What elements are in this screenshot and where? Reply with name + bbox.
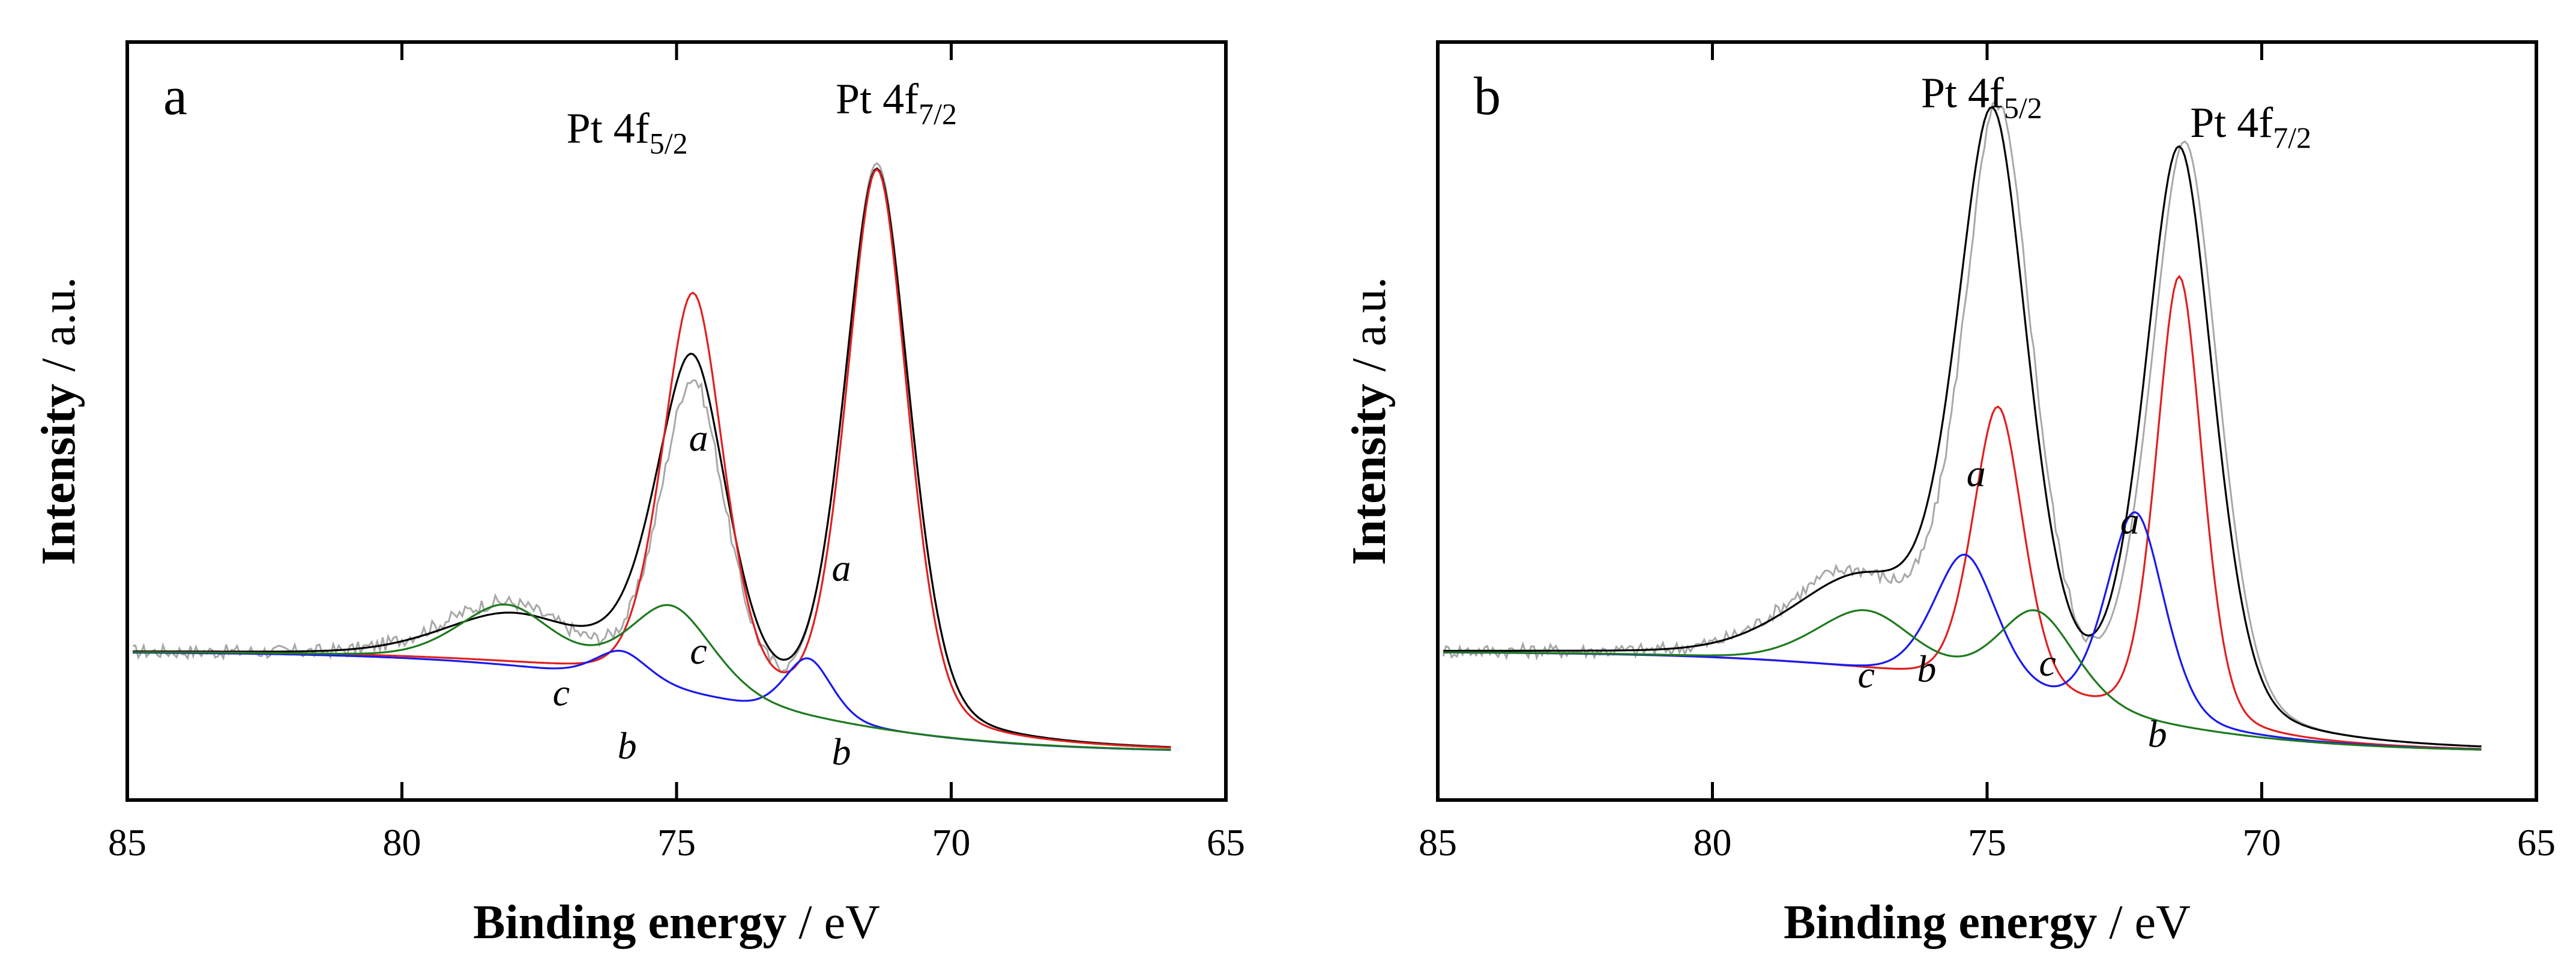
curve-label-b: b xyxy=(618,724,637,767)
x-tick-label: 85 xyxy=(108,821,146,864)
series-envelope xyxy=(133,167,1171,748)
peak-label: Pt 4f5/2 xyxy=(1921,68,2042,124)
x-tick-label: 65 xyxy=(1207,821,1245,864)
x-tick-label: 85 xyxy=(1419,821,1457,864)
x-tick-label: 75 xyxy=(1968,821,2006,864)
plot-area xyxy=(132,162,1171,751)
series-a xyxy=(1443,274,2482,750)
axes-frame xyxy=(1436,40,2538,802)
panel-label: b xyxy=(1474,67,1501,126)
y-axis-title: Intensity / a.u. xyxy=(32,277,85,565)
peak-label: Pt 4f5/2 xyxy=(567,105,688,160)
curve-label-c: c xyxy=(1857,653,1874,696)
curve-label-a: a xyxy=(1967,452,1986,494)
peak-label: Pt 4f7/2 xyxy=(2190,99,2311,154)
panel-a: 85 80 75 70 65 Binding energy / eV Intensity /… xyxy=(32,40,1245,949)
series-envelope xyxy=(1443,106,2482,748)
curve-label-b: b xyxy=(2148,712,2167,755)
plot-area xyxy=(1442,100,2482,751)
curve-label-a: a xyxy=(689,416,708,459)
y-axis-title: Intensity / a.u. xyxy=(1343,277,1396,565)
curve-label-b: b xyxy=(1917,647,1936,690)
x-tick-label: 75 xyxy=(657,821,696,864)
x-tick-label: 65 xyxy=(2517,821,2556,864)
panel-label: a xyxy=(163,67,187,126)
curve-label-c: c xyxy=(2039,641,2056,684)
series-b xyxy=(1443,511,2482,751)
series-c xyxy=(133,603,1171,751)
x-tick-label: 80 xyxy=(383,821,421,864)
series-experimental xyxy=(132,162,1171,748)
x-axis-title: Binding energy / eV xyxy=(1784,896,2191,949)
x-tick-label: 70 xyxy=(932,821,971,864)
curve-label-a: a xyxy=(832,547,851,589)
panel-b: 85 80 75 70 65 Binding energy / eV Intensity /… xyxy=(1343,40,2556,949)
series-c xyxy=(1443,609,2482,751)
peak-label: Pt 4f7/2 xyxy=(836,74,957,130)
x-tick-label: 70 xyxy=(2243,821,2281,864)
curve-label-b: b xyxy=(832,730,851,773)
curve-label-c: c xyxy=(690,629,707,672)
series-a xyxy=(133,168,1171,749)
x-tick-label: 80 xyxy=(1694,821,1732,864)
series-experimental xyxy=(1442,100,2482,748)
x-axis-title: Binding energy / eV xyxy=(473,896,880,949)
curve-label-a: a xyxy=(2120,499,2140,542)
curve-label-c: c xyxy=(553,671,570,714)
